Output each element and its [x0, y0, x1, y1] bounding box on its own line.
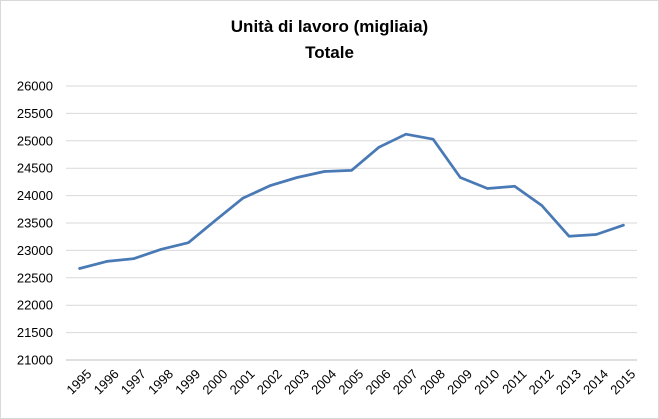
y-tick-label: 22500 — [17, 270, 53, 285]
data-point — [106, 260, 108, 262]
y-tick-label: 22000 — [17, 298, 53, 313]
x-axis-ticks: 1995199619971998199920002001200220032004… — [63, 366, 638, 397]
data-point — [269, 185, 271, 187]
y-tick-label: 25000 — [17, 133, 53, 148]
x-tick-label: 1995 — [63, 366, 94, 397]
data-point — [242, 197, 244, 199]
x-tick-label: 1999 — [172, 366, 203, 397]
data-point — [432, 138, 434, 140]
data-point — [595, 233, 597, 235]
data-point — [513, 185, 515, 187]
data-point — [214, 219, 216, 221]
x-tick-label: 2008 — [417, 366, 448, 397]
y-tick-label: 25500 — [17, 106, 53, 121]
data-point — [160, 248, 162, 250]
x-tick-label: 2001 — [227, 366, 258, 397]
x-tick-label: 2005 — [335, 366, 366, 397]
x-tick-label: 2011 — [499, 366, 529, 396]
x-tick-label: 2015 — [607, 366, 638, 397]
y-tick-label: 21500 — [17, 325, 53, 340]
y-tick-label: 24000 — [17, 188, 53, 203]
x-tick-label: 1997 — [118, 366, 149, 397]
data-point — [622, 224, 624, 226]
x-tick-label: 2009 — [444, 366, 475, 397]
data-point — [459, 176, 461, 178]
y-tick-label: 24500 — [17, 161, 53, 176]
data-point — [323, 170, 325, 172]
data-point — [541, 204, 543, 206]
x-tick-label: 2004 — [308, 366, 339, 397]
y-tick-label: 23000 — [17, 243, 53, 258]
x-tick-label: 2007 — [390, 366, 421, 397]
y-tick-label: 21000 — [17, 353, 53, 368]
data-point — [187, 242, 189, 244]
x-tick-label: 2010 — [471, 366, 502, 397]
y-tick-label: 23500 — [17, 216, 53, 231]
data-point — [377, 146, 379, 148]
x-tick-label: 2006 — [363, 366, 394, 397]
data-point — [350, 169, 352, 171]
x-tick-label: 2003 — [281, 366, 312, 397]
series-group — [78, 133, 624, 270]
gridlines — [66, 86, 637, 360]
data-point — [486, 187, 488, 189]
data-point — [78, 267, 80, 269]
data-point — [405, 133, 407, 135]
x-tick-label: 2000 — [199, 366, 230, 397]
data-point — [568, 235, 570, 237]
x-tick-label: 1998 — [145, 366, 176, 397]
x-tick-label: 2002 — [254, 366, 285, 397]
x-tick-label: 2012 — [526, 366, 557, 397]
y-tick-label: 26000 — [17, 79, 53, 94]
y-axis-ticks: 21000 21500 22000 22500 23000 23500 24000 24500… — [17, 79, 53, 368]
data-point — [296, 176, 298, 178]
x-tick-label: 1996 — [91, 366, 122, 397]
x-tick-label: 2014 — [580, 366, 611, 397]
data-point — [133, 257, 135, 259]
x-tick-label: 2013 — [553, 366, 584, 397]
